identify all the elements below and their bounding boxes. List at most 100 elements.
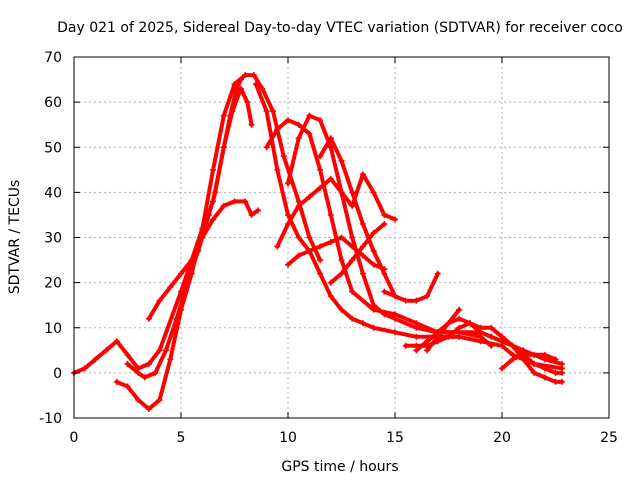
data-point-marker xyxy=(327,135,334,142)
data-point-marker xyxy=(509,342,516,349)
data-point-marker xyxy=(338,157,345,164)
data-point-marker xyxy=(210,166,217,173)
data-point-marker xyxy=(499,365,505,372)
data-point-marker xyxy=(488,333,495,340)
data-point-marker xyxy=(359,270,366,277)
data-point-marker xyxy=(229,108,236,115)
data-point-marker xyxy=(242,72,249,79)
series-arc-12 xyxy=(327,220,388,286)
data-point-marker xyxy=(124,351,131,358)
data-point-marker xyxy=(359,320,366,327)
data-point-marker xyxy=(295,252,302,259)
data-point-marker xyxy=(370,261,377,268)
data-point-marker xyxy=(205,211,212,218)
data-point-marker xyxy=(103,347,110,354)
data-point-marker xyxy=(488,324,495,331)
data-point-marker xyxy=(370,189,377,196)
data-point-marker xyxy=(381,266,388,273)
data-point-marker xyxy=(135,396,142,403)
data-point-marker xyxy=(359,243,366,250)
data-point-marker xyxy=(466,320,473,327)
data-point-marker xyxy=(285,117,291,124)
data-point-marker xyxy=(434,270,441,277)
data-point-marker xyxy=(338,234,345,241)
series-arc-16 xyxy=(499,351,559,372)
data-point-marker xyxy=(237,85,244,92)
data-point-marker xyxy=(392,293,398,300)
y-tick-label: -10 xyxy=(39,411,62,427)
series-arc-4 xyxy=(145,198,262,322)
data-point-marker xyxy=(531,369,538,376)
series-line xyxy=(425,307,462,353)
x-tick-label: 25 xyxy=(600,430,618,446)
data-point-marker xyxy=(445,320,452,327)
data-point-marker xyxy=(424,347,431,354)
series-line xyxy=(328,222,387,285)
y-tick-label: 10 xyxy=(44,321,62,337)
data-point-marker xyxy=(145,405,152,412)
data-point-marker xyxy=(274,126,281,133)
data-point-marker xyxy=(499,338,505,345)
data-point-marker xyxy=(124,360,131,367)
series-arc-10 xyxy=(285,234,388,273)
data-point-marker xyxy=(242,198,249,205)
data-point-marker xyxy=(402,342,409,349)
data-point-marker xyxy=(456,324,463,331)
data-point-marker xyxy=(306,234,313,241)
data-point-marker xyxy=(327,293,334,300)
data-point-marker xyxy=(280,153,287,160)
x-axis-label: GPS time / hours xyxy=(281,459,398,475)
data-point-marker xyxy=(370,302,377,309)
data-point-marker xyxy=(188,257,195,264)
data-point-marker xyxy=(295,121,302,128)
data-point-marker xyxy=(413,324,420,331)
data-point-marker xyxy=(327,211,334,218)
data-point-marker xyxy=(259,85,266,92)
data-point-marker xyxy=(184,279,191,286)
data-point-marker xyxy=(349,243,356,250)
x-tick-label: 20 xyxy=(493,430,511,446)
data-point-marker xyxy=(317,243,324,250)
data-point-marker xyxy=(295,234,302,241)
data-point-marker xyxy=(381,211,388,218)
data-point-marker xyxy=(327,239,334,246)
data-point-marker xyxy=(244,99,251,106)
data-point-marker xyxy=(250,72,257,79)
data-point-marker xyxy=(124,383,131,390)
data-point-marker xyxy=(381,288,388,295)
data-point-marker xyxy=(445,333,452,340)
data-point-marker xyxy=(552,369,559,376)
data-point-marker xyxy=(327,175,334,182)
data-point-marker xyxy=(424,293,431,300)
data-point-marker xyxy=(220,112,227,119)
data-point-marker xyxy=(349,315,356,322)
data-point-marker xyxy=(558,360,565,367)
data-point-marker xyxy=(338,189,345,196)
y-tick-label: 60 xyxy=(44,95,62,111)
data-point-marker xyxy=(541,374,548,381)
x-tick-label: 5 xyxy=(177,430,186,446)
data-point-marker xyxy=(248,211,255,218)
data-point-marker xyxy=(210,216,217,223)
data-point-marker xyxy=(488,342,495,349)
data-point-marker xyxy=(285,180,291,187)
grid xyxy=(74,57,609,418)
data-point-marker xyxy=(338,306,345,313)
data-point-marker xyxy=(541,351,548,358)
data-point-marker xyxy=(274,166,281,173)
series-arc-3 xyxy=(124,85,255,381)
data-point-marker xyxy=(167,284,174,291)
series-arc-11 xyxy=(381,270,441,304)
data-point-marker xyxy=(392,315,398,322)
data-point-marker xyxy=(306,112,313,119)
data-point-marker xyxy=(456,306,463,313)
data-point-marker xyxy=(402,297,409,304)
data-point-marker xyxy=(145,360,152,367)
series-arc-9 xyxy=(274,171,398,250)
data-point-marker xyxy=(552,378,559,385)
data-point-marker xyxy=(285,211,291,218)
data-point-marker xyxy=(381,220,388,227)
data-point-marker xyxy=(381,311,388,318)
data-point-marker xyxy=(263,144,270,151)
data-point-marker xyxy=(349,189,356,196)
